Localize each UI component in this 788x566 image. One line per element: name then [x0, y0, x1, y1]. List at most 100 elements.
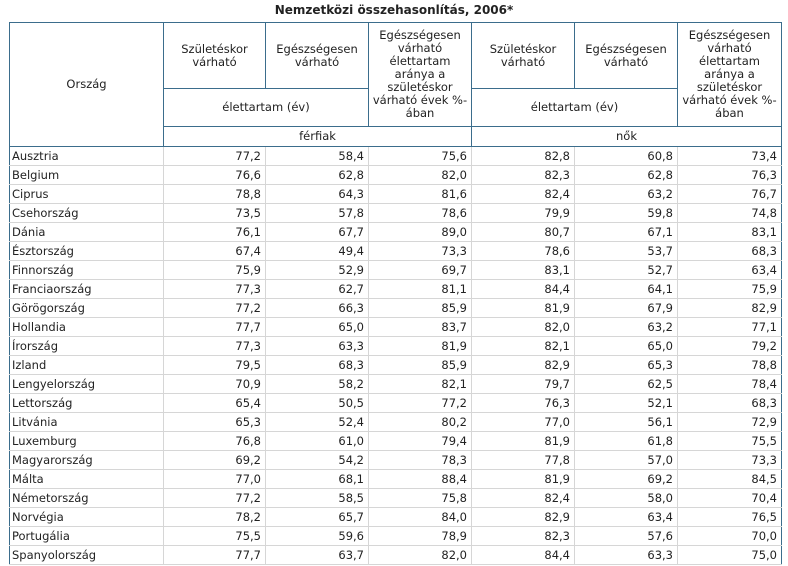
value-cell: 57,8: [265, 203, 369, 223]
value-cell: 69,2: [574, 469, 678, 489]
value-cell: 70,0: [677, 526, 782, 546]
value-cell: 76,3: [677, 165, 782, 185]
value-cell: 62,8: [574, 165, 678, 185]
value-cell: 68,3: [677, 241, 782, 261]
value-cell: 52,1: [574, 393, 678, 413]
value-cell: 79,7: [471, 374, 575, 394]
value-cell: 83,7: [368, 317, 472, 337]
value-cell: 50,5: [265, 393, 369, 413]
value-cell: 79,2: [677, 336, 782, 356]
value-cell: 57,0: [574, 450, 678, 470]
value-cell: 62,7: [265, 279, 369, 299]
comparison-table: Ország Születéskor várható Egészségesen …: [9, 22, 782, 565]
value-cell: 77,2: [163, 146, 266, 166]
value-cell: 52,4: [265, 412, 369, 432]
value-cell: 80,7: [471, 222, 575, 242]
table-row: Németország 77,2 58,5 75,8 82,4 58,0 70,4: [9, 488, 782, 508]
value-cell: 75,9: [677, 279, 782, 299]
header-cell: Egészségesen várható élettartam aránya a…: [368, 22, 472, 127]
value-cell: 70,4: [677, 488, 782, 508]
value-cell: 76,1: [163, 222, 266, 242]
value-cell: 69,2: [163, 450, 266, 470]
value-cell: 85,9: [368, 298, 472, 318]
value-cell: 65,3: [574, 355, 678, 375]
value-cell: 72,9: [677, 412, 782, 432]
value-cell: 77,8: [471, 450, 575, 470]
value-cell: 68,3: [265, 355, 369, 375]
country-cell: Lettország: [9, 393, 164, 413]
value-cell: 81,9: [471, 431, 575, 451]
value-cell: 63,2: [574, 317, 678, 337]
table-row: Görögország 77,2 66,3 85,9 81,9 67,9 82,9: [9, 298, 782, 318]
table-row: Norvégia 78,2 65,7 84,0 82,9 63,4 76,5: [9, 507, 782, 527]
value-cell: 78,6: [471, 241, 575, 261]
value-cell: 77,7: [163, 545, 266, 565]
value-cell: 58,2: [265, 374, 369, 394]
value-cell: 82,4: [471, 488, 575, 508]
value-cell: 75,5: [163, 526, 266, 546]
value-cell: 68,3: [677, 393, 782, 413]
value-cell: 82,3: [471, 165, 575, 185]
header-cell: Ország: [9, 22, 164, 147]
value-cell: 76,5: [677, 507, 782, 527]
country-cell: Málta: [9, 469, 164, 489]
table-row: Magyarország 69,2 54,2 78,3 77,8 57,0 73,3: [9, 450, 782, 470]
value-cell: 84,4: [471, 279, 575, 299]
value-cell: 65,0: [265, 317, 369, 337]
value-cell: 77,2: [368, 393, 472, 413]
value-cell: 66,3: [265, 298, 369, 318]
table-row: Finnország 75,9 52,9 69,7 83,1 52,7 63,4: [9, 260, 782, 280]
header-cell: Születéskor várható: [471, 22, 575, 89]
table-row: Lengyelország 70,9 58,2 82,1 79,7 62,5 78,4: [9, 374, 782, 394]
country-cell: Csehország: [9, 203, 164, 223]
value-cell: 63,3: [574, 545, 678, 565]
value-cell: 73,4: [677, 146, 782, 166]
value-cell: 63,7: [265, 545, 369, 565]
header-cell: Egészségesen várható élettartam aránya a…: [677, 22, 782, 127]
value-cell: 75,8: [368, 488, 472, 508]
value-cell: 67,7: [265, 222, 369, 242]
value-cell: 82,9: [471, 355, 575, 375]
value-cell: 77,1: [677, 317, 782, 337]
value-cell: 75,9: [163, 260, 266, 280]
value-cell: 82,0: [471, 317, 575, 337]
value-cell: 58,5: [265, 488, 369, 508]
country-cell: Litvánia: [9, 412, 164, 432]
value-cell: 59,8: [574, 203, 678, 223]
value-cell: 63,2: [574, 184, 678, 204]
value-cell: 59,6: [265, 526, 369, 546]
value-cell: 67,9: [574, 298, 678, 318]
value-cell: 75,5: [677, 431, 782, 451]
value-cell: 84,0: [368, 507, 472, 527]
table-row: Írország 77,3 63,3 81,9 82,1 65,0 79,2: [9, 336, 782, 356]
country-cell: Belgium: [9, 165, 164, 185]
value-cell: 77,2: [163, 488, 266, 508]
country-cell: Finnország: [9, 260, 164, 280]
value-cell: 83,1: [677, 222, 782, 242]
value-cell: 78,2: [163, 507, 266, 527]
value-cell: 73,3: [677, 450, 782, 470]
value-cell: 57,6: [574, 526, 678, 546]
value-cell: 78,8: [163, 184, 266, 204]
value-cell: 78,4: [677, 374, 782, 394]
country-cell: Luxemburg: [9, 431, 164, 451]
value-cell: 73,5: [163, 203, 266, 223]
value-cell: 82,8: [471, 146, 575, 166]
header-cell: férfiak: [163, 126, 472, 147]
value-cell: 78,9: [368, 526, 472, 546]
value-cell: 76,3: [471, 393, 575, 413]
value-cell: 67,1: [574, 222, 678, 242]
value-cell: 56,1: [574, 412, 678, 432]
value-cell: 58,0: [574, 488, 678, 508]
country-cell: Észtország: [9, 241, 164, 261]
value-cell: 79,4: [368, 431, 472, 451]
value-cell: 77,3: [163, 336, 266, 356]
country-cell: Portugália: [9, 526, 164, 546]
value-cell: 73,3: [368, 241, 472, 261]
value-cell: 79,9: [471, 203, 575, 223]
table-row: Hollandia 77,7 65,0 83,7 82,0 63,2 77,1: [9, 317, 782, 337]
country-cell: Dánia: [9, 222, 164, 242]
value-cell: 84,5: [677, 469, 782, 489]
value-cell: 82,1: [368, 374, 472, 394]
country-cell: Magyarország: [9, 450, 164, 470]
